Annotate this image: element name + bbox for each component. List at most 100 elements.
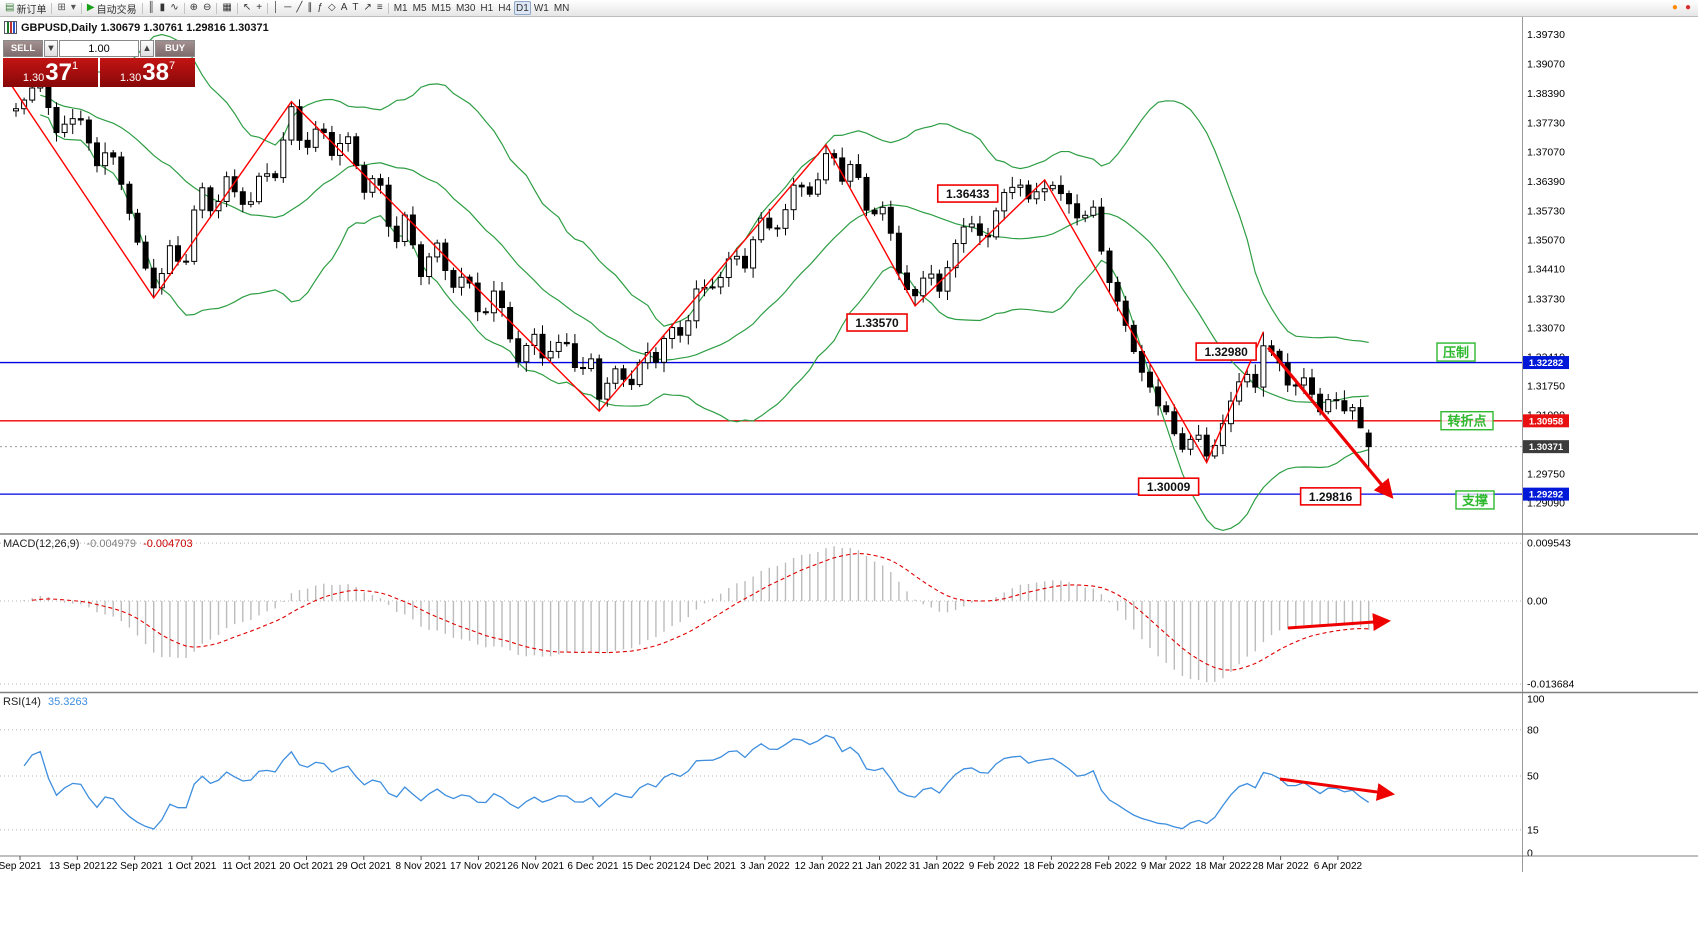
price-tick-label: 1.37730 xyxy=(1527,117,1565,129)
price-annotation[interactable]: 1.30009 xyxy=(1137,477,1200,496)
equidistant-channel-icon[interactable]: ∥ xyxy=(305,1,314,15)
price-annotation-text: 1.29816 xyxy=(1309,490,1353,504)
timeframe-m30-button[interactable]: M30 xyxy=(454,1,477,15)
price-tick-label: 1.38390 xyxy=(1527,88,1565,100)
macd-trend-arrow[interactable] xyxy=(1287,613,1391,632)
timeframe-mn-button-label: MN xyxy=(553,2,570,14)
arrows-icon[interactable]: ↗ xyxy=(361,1,373,15)
fibonacci-icon[interactable]: ƒ xyxy=(315,1,325,15)
price-annotation[interactable]: 1.32980 xyxy=(1195,342,1257,361)
sell-price-sup: 1 xyxy=(72,60,79,72)
zoom-in-icon[interactable]: ⊕ xyxy=(188,1,200,15)
price-tick-label: 1.35070 xyxy=(1527,234,1565,246)
timeframe-w1-button[interactable]: W1 xyxy=(532,1,551,15)
timeframe-h4-button[interactable]: H4 xyxy=(496,1,513,15)
rsi-trend-arrow[interactable] xyxy=(1279,777,1395,801)
price-axis[interactable] xyxy=(1523,17,1698,856)
caption-text: GBPUSD,Daily 1.30679 1.30761 1.29816 1.3… xyxy=(21,21,269,34)
objects-list-icon[interactable]: ≡ xyxy=(375,1,385,15)
time-tick-label: 11 Oct 2021 xyxy=(222,861,276,872)
crosshair-icon[interactable]: + xyxy=(254,1,264,15)
volume-input[interactable] xyxy=(59,40,139,57)
price-annotation[interactable]: 1.33570 xyxy=(846,313,908,332)
chinese-note[interactable]: 压制 xyxy=(1436,342,1476,362)
timeframe-w1-button-label: W1 xyxy=(533,2,549,14)
order-type-dropdown[interactable]: ▼ xyxy=(44,40,58,57)
downtrend-arrow[interactable] xyxy=(1267,346,1394,499)
time-tick-label: 3 Jan 2022 xyxy=(740,861,790,872)
timeframe-d1-button[interactable]: D1 xyxy=(514,1,531,15)
cursor-icon[interactable]: ↖ xyxy=(241,1,253,15)
chart-canvas[interactable]: 1.36433 1.33570 1.32980 1.30009 1.29816 压制转折点… xyxy=(0,17,1698,945)
line-chart-icon[interactable]: ∿ xyxy=(168,1,180,15)
chart-icon xyxy=(4,21,17,34)
buy-button[interactable]: BUY xyxy=(155,40,195,57)
timeframe-mn-button[interactable]: MN xyxy=(552,1,572,15)
label-icon[interactable]: T xyxy=(350,1,360,15)
time-tick-label: 24 Dec 2021 xyxy=(679,861,736,872)
new-order-button-glyph: ▤ xyxy=(5,2,15,13)
time-tick-label: 9 Mar 2022 xyxy=(1141,861,1192,872)
rsi-scale-label: 100 xyxy=(1527,694,1545,706)
time-tick-label: 15 Dec 2021 xyxy=(622,861,679,872)
timeframe-m5-button[interactable]: M5 xyxy=(411,1,429,15)
timeframe-h1-button[interactable]: H1 xyxy=(478,1,495,15)
shapes-icon[interactable]: ◇ xyxy=(326,1,338,15)
timeframe-h1-button-label: H1 xyxy=(480,2,494,14)
price-annotation[interactable]: 1.29816 xyxy=(1299,487,1362,506)
macd-scale-label: -0.013684 xyxy=(1527,679,1574,691)
profiles-icon[interactable]: ▾ xyxy=(69,1,78,15)
horizontal-line-icon[interactable]: ─ xyxy=(282,1,293,15)
time-tick-label: 1 Oct 2021 xyxy=(167,861,216,872)
candlestick-chart-icon[interactable]: ▮ xyxy=(158,1,168,15)
zoom-out-icon-glyph: ⊖ xyxy=(202,2,212,13)
time-tick-label: 8 Nov 2021 xyxy=(396,861,448,872)
toolbar-separator xyxy=(80,2,82,14)
sell-button[interactable]: SELL xyxy=(3,40,43,57)
crosshair-icon-glyph: + xyxy=(256,2,263,13)
volume-stepper[interactable]: ▲ xyxy=(140,40,154,57)
price-annotation-text: 1.32980 xyxy=(1204,345,1248,359)
toolbar-separator xyxy=(141,2,143,14)
price-annotation[interactable]: 1.36433 xyxy=(936,184,999,203)
chinese-note[interactable]: 转折点 xyxy=(1440,411,1494,431)
macd-scale-label: 0.00 xyxy=(1527,596,1548,608)
price-tag: 1.30371 xyxy=(1523,440,1569,454)
alert-icon[interactable]: ● xyxy=(1670,1,1680,15)
tile-windows-icon-glyph: ▦ xyxy=(222,2,232,13)
tile-windows-icon[interactable]: ▦ xyxy=(220,1,233,15)
chinese-note-text: 支撑 xyxy=(1461,493,1488,508)
text-icon[interactable]: A xyxy=(339,1,350,15)
alert-icon-glyph: ● xyxy=(1671,2,1678,13)
candlesticks xyxy=(13,76,1372,472)
price-tick-label: 1.37070 xyxy=(1527,146,1565,158)
new-chart-icon[interactable]: ⊞ xyxy=(55,1,67,15)
toolbar-separator xyxy=(51,2,53,14)
zigzag-line[interactable] xyxy=(7,79,1265,465)
auto-trading-button[interactable]: ▶ 自动交易 xyxy=(85,1,139,16)
buy-price-box[interactable]: 1.30 38 7 xyxy=(100,58,195,87)
zoom-out-icon[interactable]: ⊖ xyxy=(201,1,213,15)
toolbar-right-icons: ● ● xyxy=(1670,1,1695,15)
trendline-icon[interactable]: ╱ xyxy=(294,1,304,15)
bar-chart-icon[interactable]: ║ xyxy=(146,1,157,15)
sell-price-box[interactable]: 1.30 37 1 xyxy=(3,58,98,87)
chinese-note-text: 转折点 xyxy=(1447,414,1486,429)
macd-name: MACD(12,26,9) xyxy=(3,538,80,550)
bar-chart-icon-glyph: ║ xyxy=(147,2,155,13)
notification-icon[interactable]: ● xyxy=(1683,1,1693,15)
time-tick-label: 31 Jan 2022 xyxy=(909,861,964,872)
timeframe-m1-button-label: M1 xyxy=(393,2,408,14)
auto-trading-button-label: 自动交易 xyxy=(96,4,137,16)
time-tick-label: 18 Mar 2022 xyxy=(1195,861,1252,872)
chinese-note[interactable]: 支撑 xyxy=(1455,490,1495,510)
time-tick-label: 22 Sep 2021 xyxy=(106,861,163,872)
vertical-line-icon[interactable]: │ xyxy=(271,1,281,15)
time-axis[interactable] xyxy=(0,857,1698,872)
timeframe-m1-button[interactable]: M1 xyxy=(392,1,410,15)
new-order-button[interactable]: ▤ 新订单 xyxy=(3,1,48,16)
toolbar-separator xyxy=(267,2,269,14)
timeframe-m15-button[interactable]: M15 xyxy=(430,1,453,15)
line-chart-icon-glyph: ∿ xyxy=(170,2,179,13)
price-tick-label: 1.39730 xyxy=(1527,29,1565,41)
